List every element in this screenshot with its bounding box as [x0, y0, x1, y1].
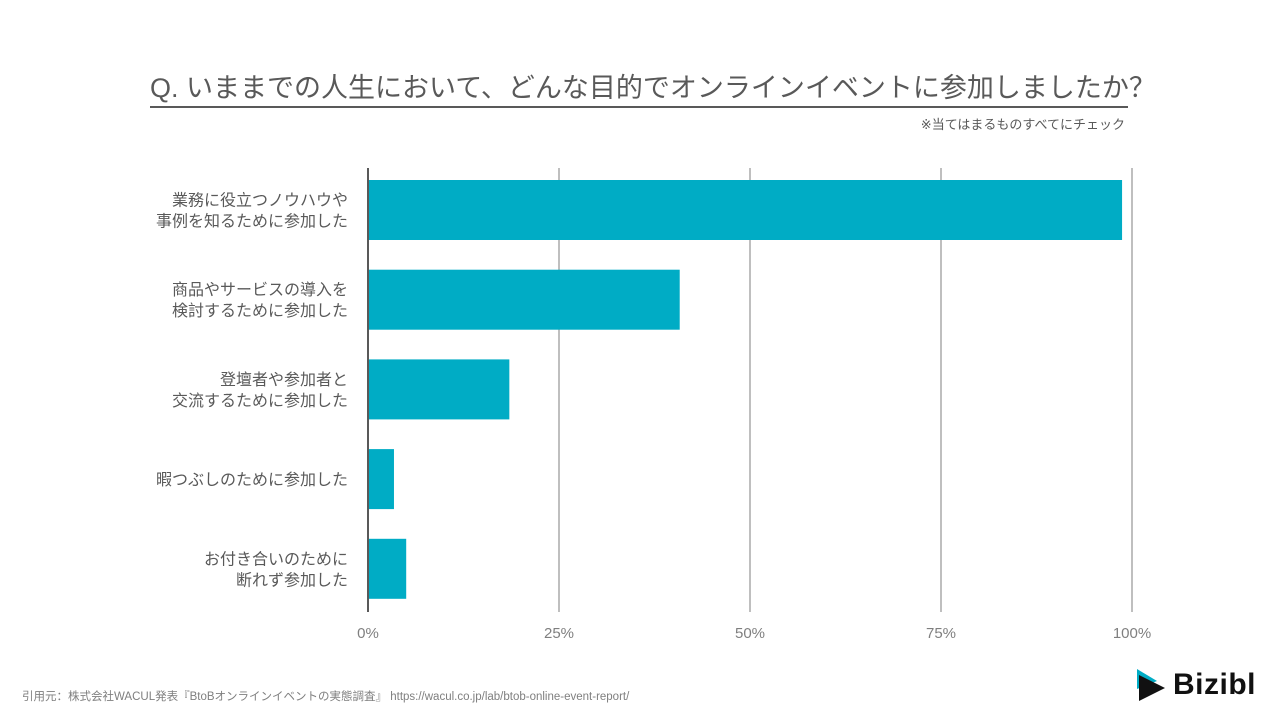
- category-label: 交流するために参加した: [172, 392, 348, 410]
- bar: [369, 359, 510, 420]
- bizibl-logo: Bizibl: [1135, 667, 1256, 703]
- category-label: 暇つぶしのために参加した: [156, 471, 348, 489]
- category-label: お付き合いのために: [204, 550, 348, 568]
- bar: [369, 180, 1123, 240]
- category-label: 事例を知るために参加した: [156, 213, 348, 231]
- x-tick-label: 75%: [926, 625, 956, 642]
- category-label: 業務に役立つノウハウや: [172, 192, 348, 210]
- logo-text: Bizibl: [1173, 668, 1256, 701]
- x-tick-label: 25%: [544, 625, 574, 642]
- bar: [369, 538, 407, 599]
- category-label: 商品やサービスの導入を: [172, 280, 348, 299]
- bar: [369, 449, 394, 510]
- x-tick-label: 0%: [357, 625, 379, 642]
- category-label: 検討するために参加した: [172, 302, 348, 320]
- chart-title: Q. いままでの人生において、どんな目的でオンラインイベントに参加しましたか？: [150, 72, 1156, 108]
- bar: [369, 269, 680, 330]
- category-label: 登壇者や参加者と: [220, 370, 348, 389]
- chart-note: ※当てはまるものすべてにチェック: [920, 117, 1125, 132]
- x-tick-label: 100%: [1113, 625, 1151, 642]
- source-citation: 引用元：株式会社WACUL発表『BtoBオンラインイベントの実態調査』 http…: [22, 691, 630, 703]
- play-icon: [1137, 669, 1165, 701]
- x-tick-label: 50%: [735, 625, 765, 642]
- category-label: 断れず参加した: [236, 571, 348, 589]
